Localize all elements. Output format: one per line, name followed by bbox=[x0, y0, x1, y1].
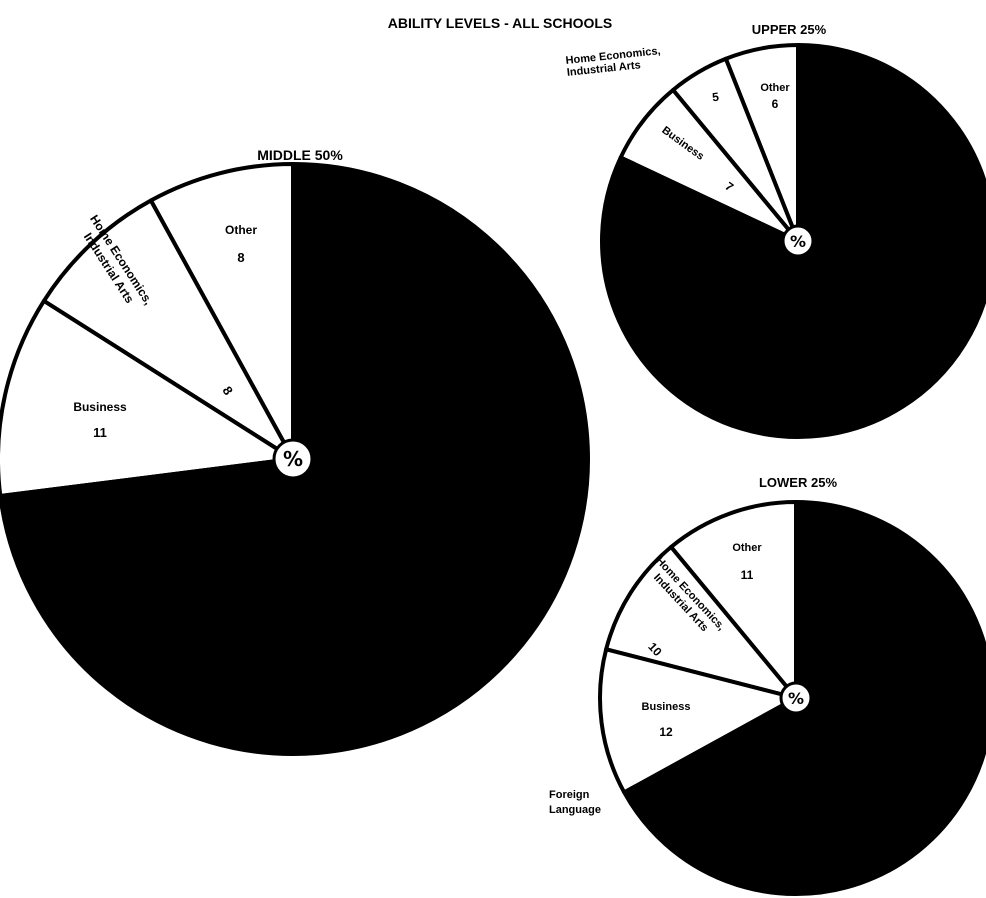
percent-badge bbox=[779, 681, 813, 715]
percent-symbol: % bbox=[788, 689, 804, 708]
slice-label: Foreign Language bbox=[549, 789, 601, 816]
slice-label: Other bbox=[732, 542, 762, 554]
pie-outline bbox=[598, 500, 986, 896]
figure-title: ABILITY LEVELS - ALL SCHOOLS bbox=[388, 15, 613, 31]
slice-value: 12 bbox=[659, 725, 673, 739]
percent-badge bbox=[272, 438, 314, 480]
pie-upper-25: UPPER 25% Other 6 Home Economics,Industrial… bbox=[565, 22, 986, 439]
pie-group: MIDDLE 50% Other 8 Home Economics,Industria… bbox=[0, 22, 986, 896]
slice-label: Other bbox=[760, 82, 790, 94]
percent-symbol: % bbox=[283, 447, 303, 471]
pie-outline bbox=[600, 43, 986, 439]
pie-title: UPPER 25% bbox=[752, 22, 827, 37]
pie-title: LOWER 25% bbox=[759, 475, 837, 490]
slice-value: 11 bbox=[93, 425, 107, 440]
slice-label: Other bbox=[225, 223, 257, 237]
slice-label: Home Economics,Industrial Arts bbox=[565, 45, 662, 79]
slice-value: 8 bbox=[237, 250, 244, 265]
slice-label: Business bbox=[642, 701, 691, 713]
slice-value: 11 bbox=[741, 568, 754, 582]
pie-title: MIDDLE 50% bbox=[257, 147, 343, 163]
percent-badge bbox=[781, 224, 815, 258]
slice-label: Business bbox=[73, 400, 127, 414]
slice-value: 6 bbox=[772, 97, 779, 111]
slice-value: 5 bbox=[712, 90, 720, 105]
percent-symbol: % bbox=[790, 232, 806, 251]
pie-outline bbox=[0, 162, 590, 756]
